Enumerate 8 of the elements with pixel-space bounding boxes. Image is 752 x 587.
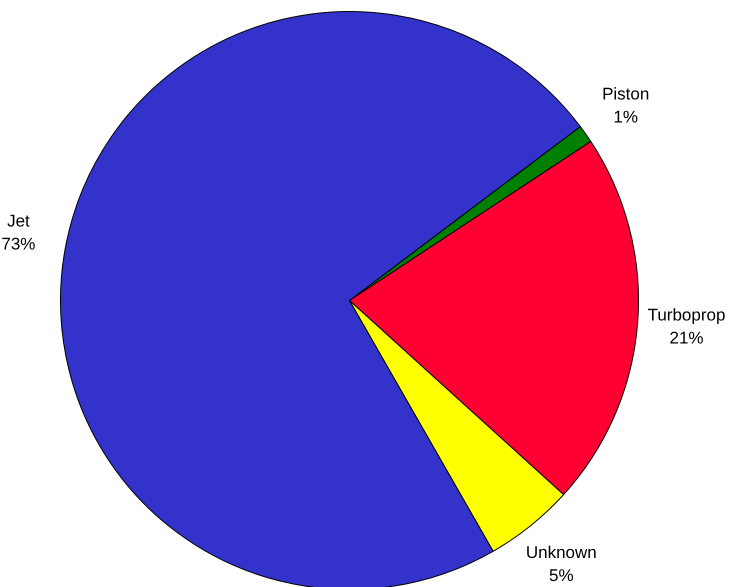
slice-label: Turboprop bbox=[648, 305, 726, 324]
data-label: 73% bbox=[1, 234, 36, 254]
slice-label: Unknown bbox=[526, 542, 597, 562]
data-label: 1% bbox=[613, 108, 638, 127]
data-label: 21% bbox=[669, 328, 704, 348]
slice-label: Jet bbox=[7, 212, 30, 231]
slice-label: Piston bbox=[602, 84, 650, 104]
data-label: 5% bbox=[549, 566, 574, 585]
